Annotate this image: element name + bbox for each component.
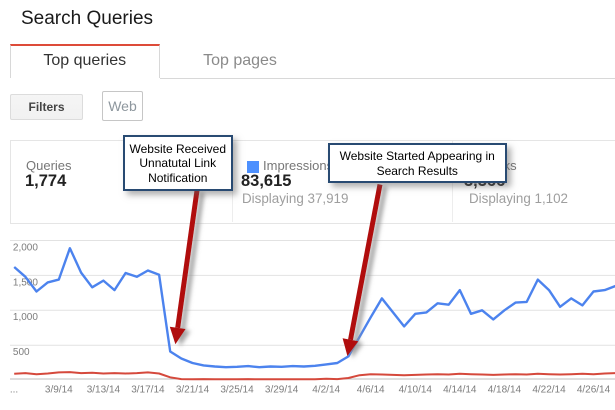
svg-text:1,000: 1,000 [13,312,38,323]
svg-text:1,500: 1,500 [13,277,38,288]
svg-text:4/2/14: 4/2/14 [312,385,340,396]
svg-text:3/13/14: 3/13/14 [87,385,121,396]
svg-text:2,000: 2,000 [13,242,38,253]
svg-text:...: ... [10,385,18,396]
svg-text:4/14/14: 4/14/14 [443,385,477,396]
svg-text:3/21/14: 3/21/14 [176,385,210,396]
svg-text:4/10/14: 4/10/14 [399,385,433,396]
svg-text:3/25/14: 3/25/14 [220,385,254,396]
svg-text:500: 500 [13,347,30,358]
svg-text:3/29/14: 3/29/14 [265,385,299,396]
svg-text:4/18/14: 4/18/14 [488,385,522,396]
svg-text:4/26/14: 4/26/14 [577,385,611,396]
svg-text:4/22/14: 4/22/14 [532,385,566,396]
svg-text:3/17/14: 3/17/14 [131,385,165,396]
svg-text:3/9/14: 3/9/14 [45,385,73,396]
svg-text:4/6/14: 4/6/14 [357,385,385,396]
